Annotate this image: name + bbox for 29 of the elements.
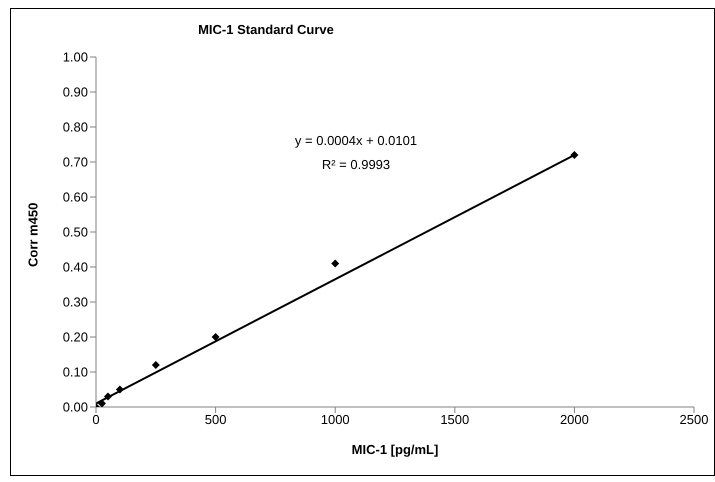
- y-tick-label: 0.70: [62, 154, 88, 170]
- x-tick-label: 1000: [320, 412, 350, 428]
- x-tick-label: 2500: [680, 412, 708, 428]
- y-tick-label: 1.00: [62, 50, 88, 65]
- point: [152, 361, 160, 369]
- annotation: y = 0.0004x + 0.0101: [294, 132, 418, 150]
- y-tick-label: 0.60: [62, 190, 88, 205]
- point: [212, 333, 220, 341]
- x-tick-label: 1500: [440, 412, 470, 428]
- x-tick-label: 0: [92, 412, 100, 428]
- y-tick-label: 0.80: [62, 120, 88, 135]
- y-tick-label: 0.90: [62, 84, 88, 100]
- x-tick-label: 2000: [560, 412, 589, 428]
- y-tick-label: 0.30: [62, 294, 88, 310]
- point: [570, 151, 578, 159]
- point: [116, 386, 124, 394]
- point: [104, 392, 112, 400]
- annotation: R² = 0.9993: [320, 156, 392, 174]
- y-tick-label: 0.40: [62, 260, 88, 275]
- y-tick-label: 0.20: [62, 330, 88, 345]
- chart-title: MIC-1 Standard Curve: [197, 22, 335, 37]
- y-tick-label: 0.50: [62, 224, 88, 240]
- x-axis-title: MIC-1 [pg/mL]: [352, 442, 438, 457]
- y-tick-label: 0.00: [62, 400, 88, 415]
- point: [331, 260, 340, 268]
- x-tick-label: 500: [204, 412, 226, 428]
- y-tick-label: 0.10: [62, 364, 88, 380]
- y-axis-title: Corr m450: [26, 202, 41, 267]
- point: [98, 400, 106, 407]
